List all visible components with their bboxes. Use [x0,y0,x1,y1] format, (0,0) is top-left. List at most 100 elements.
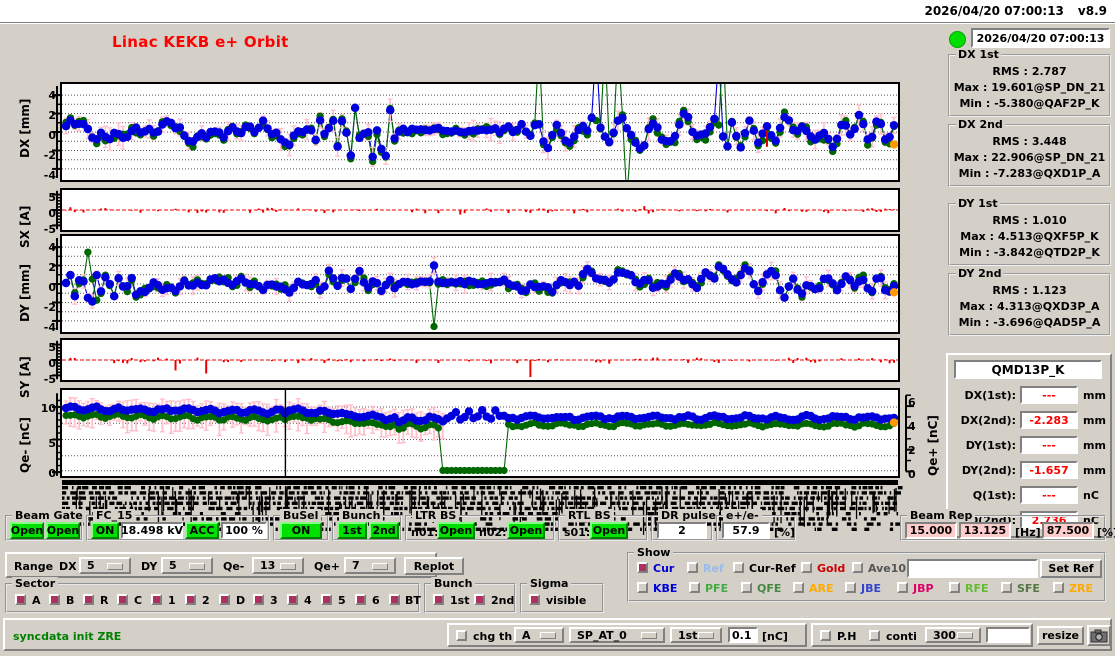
show-checkbox-gold[interactable] [801,562,812,573]
epem-field[interactable]: 57.9 [722,522,770,539]
epem-group: e+/e- 57.9 [%] [716,509,796,541]
bunch-select-checkbox-2nd[interactable] [474,594,485,605]
threshold-input[interactable]: 0.1 [728,627,758,643]
show-ref-input[interactable] [907,559,1038,578]
fc15-on-button[interactable]: ON [91,522,119,539]
show-label-ref: Ref [703,562,724,575]
show-label-cur: Cur [653,562,675,575]
resize-button[interactable]: resize [1037,626,1084,645]
show-label-ave10: Ave10 [868,562,907,575]
sector-checkbox-3[interactable] [253,594,264,605]
sector-checkbox-1[interactable] [151,594,162,605]
range-dx-label: DX [59,560,77,573]
replot-button[interactable]: Replot [404,557,464,575]
dy-ytick-n4: -4 [43,321,56,334]
rtl-s01-button[interactable]: Open [590,522,628,539]
show-checkbox-ref[interactable] [687,562,698,573]
sector-checkbox-b[interactable] [49,594,60,605]
conti-label: conti [886,630,917,643]
beam-rep-group: Beam Rep 15.000 13.125 [Hz] 87.500 [%] [900,509,1115,541]
ltr-n02-button[interactable]: Open [507,522,545,539]
fc15-percent-field[interactable]: 100 % [221,522,267,539]
sector-checkbox-c[interactable] [117,594,128,605]
dx-ytick-n4: -4 [43,169,56,182]
sigma-checkbox-visible[interactable] [529,594,540,605]
sector-checkbox-a[interactable] [15,594,26,605]
sector-checkbox-d[interactable] [219,594,230,605]
beam-rep-value-3: 87.500 [1042,522,1094,539]
qeplus-ytick-6: 6 [908,396,916,409]
conti-input[interactable] [986,627,1030,643]
beam-gate-button-2[interactable]: Open [46,522,80,539]
show-checkbox-cur[interactable] [637,562,648,573]
range-qep-select[interactable]: 7 [344,557,396,574]
show-checkbox-cur-ref[interactable] [733,562,744,573]
show-checkbox-jbe[interactable] [845,582,856,593]
global-clock: 2026/04/20 07:00:13 [924,4,1064,18]
sector-checkbox-2[interactable] [185,594,196,605]
sector-label-1: 1 [168,594,176,607]
bunch-select-label-1st: 1st [450,594,470,607]
stats-dy-1st-rms: RMS : 1.010 [992,214,1067,227]
range-dx-select[interactable]: 5 [79,557,131,574]
dr-pulse-field[interactable]: 2 [657,522,707,539]
show-label-qfe: QFE [757,582,782,595]
range-qem-select[interactable]: 13 [252,557,304,574]
chevron-down-icon [372,562,388,570]
bunch-2nd-button[interactable]: 2nd [369,522,399,539]
beam-rep-pct-unit: [%] [1097,526,1115,539]
show-checkbox-qfe[interactable] [741,582,752,593]
sector-checkbox-bt[interactable] [389,594,400,605]
show-checkbox-pfe[interactable] [689,582,700,593]
set-ref-button[interactable]: Set Ref [1040,559,1102,578]
readout-label-dy2nd: DY(2nd): [961,463,1016,477]
order-select[interactable]: 1st [670,627,722,643]
show-checkbox-zre[interactable] [1053,582,1064,593]
readout-label-q1st: Q(1st): [972,488,1016,502]
show-checkbox-kbe[interactable] [637,582,648,593]
beam-gate-title: Beam Gate [12,509,86,522]
readout-value-q1st: --- [1020,486,1078,504]
show-checkbox-are[interactable] [793,582,804,593]
fc15-title: FC_15 [93,509,136,522]
plot-graphics: SP_34_4SP_36_4SP_38_4SP_42_4SP_44_4SP_46… [52,84,914,537]
bunch-select-label-2nd: 2nd [491,594,515,607]
camera-icon[interactable] [1087,625,1111,646]
dx-ytick-n2: -2 [43,149,56,162]
beam-rep-value-1: 15.000 [905,522,957,539]
sector-checkbox-4[interactable] [287,594,298,605]
show-checkbox-sfe[interactable] [1001,582,1012,593]
conti-select[interactable]: 300 [925,627,981,643]
fc15-acc-button[interactable]: ACC [185,522,219,539]
show-checkbox-jbp[interactable] [897,582,908,593]
bunch-1st-button[interactable]: 1st [337,522,367,539]
readout-row-dx1st: DX(1st): --- mm [948,384,1114,406]
fc15-voltage-field[interactable]: 18.498 kV [120,522,184,539]
bunch-select-checkbox-1st[interactable] [433,594,444,605]
show-checkbox-rfe[interactable] [949,582,960,593]
sy-ytick-0: 0 [48,357,56,370]
bpm-select[interactable]: SP_AT_0 [569,627,665,643]
main-area: Linac KEKB e+ Orbit DX [mm] 4 2 0 -2 -4 … [0,25,1115,656]
chg-th-checkbox[interactable] [456,630,467,641]
ph-checkbox[interactable] [820,630,831,641]
conti-checkbox[interactable] [869,630,880,641]
sector-checkbox-r[interactable] [83,594,94,605]
sector-checkbox-5[interactable] [321,594,332,605]
bunch-title: Bunch [339,509,384,522]
chg-th-select[interactable]: A [514,627,564,643]
stats-dy-2nd: DY 2nd RMS : 1.123 Max : 4.313@QXD3P_A M… [948,267,1111,336]
range-dy-select[interactable]: 5 [161,557,213,574]
beam-gate-button-1[interactable]: Open [10,522,44,539]
dy-ytick-n2: -2 [43,301,56,314]
ltr-bs-group: LTR BS n01: Open n02: Open [405,509,555,541]
busel-on-button[interactable]: ON [280,522,322,539]
fc15-group: FC_15 ON 18.498 kV ACC 100 % [86,509,270,541]
show-checkbox-ave10[interactable] [852,562,863,573]
readout-unit-dy2nd: mm [1083,463,1106,477]
beam-gate-group: Beam Gate Open Open [5,509,86,541]
sector-checkbox-6[interactable] [355,594,366,605]
ltr-n01-button[interactable]: Open [437,522,475,539]
sector-label-6: 6 [372,594,380,607]
camera-glyph [1090,629,1108,642]
